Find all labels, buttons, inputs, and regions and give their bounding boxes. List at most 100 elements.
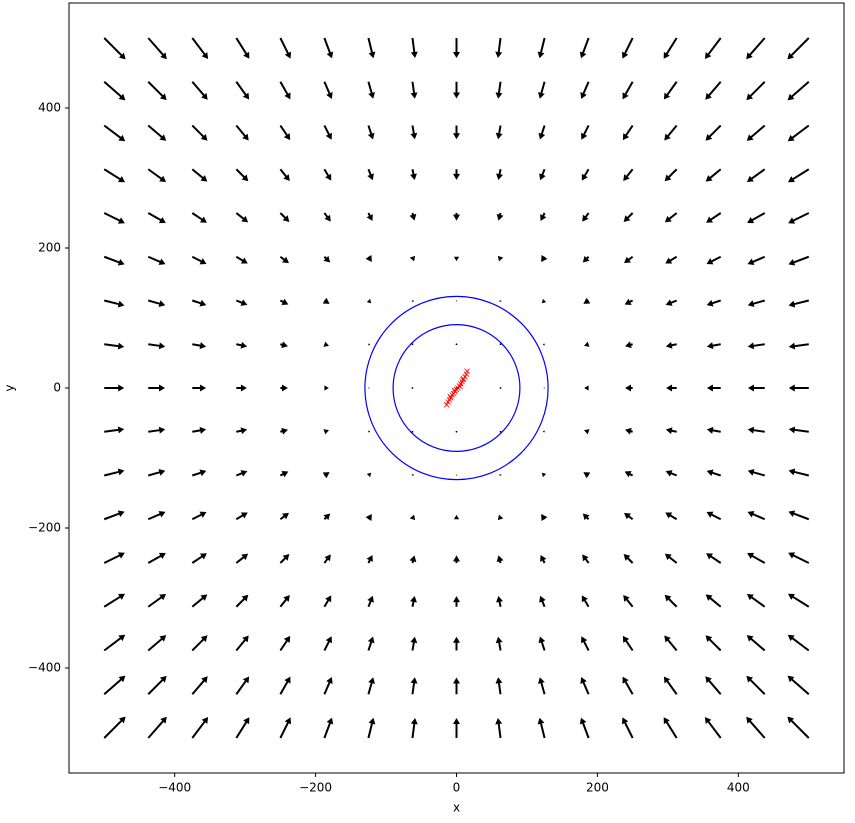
arrow — [537, 37, 546, 59]
arrow — [323, 255, 331, 263]
arrow — [543, 387, 545, 389]
arrow — [235, 594, 249, 608]
arrow — [236, 384, 247, 392]
arrow — [103, 675, 126, 695]
arrow — [191, 255, 207, 265]
arrow — [147, 511, 166, 521]
arrow — [411, 430, 414, 433]
arrow — [747, 342, 765, 350]
arrow — [410, 718, 418, 739]
arrow — [788, 468, 810, 477]
arrow — [581, 595, 590, 608]
arrow — [235, 212, 249, 223]
arrow — [496, 555, 504, 564]
arrow — [323, 717, 334, 739]
arrow — [236, 341, 248, 349]
arrow — [410, 37, 418, 58]
arrow — [411, 343, 414, 346]
arrow — [192, 426, 207, 434]
arrow — [367, 430, 371, 433]
arrow — [103, 212, 125, 224]
arrow — [747, 299, 766, 308]
arrow — [788, 510, 810, 521]
arrow — [410, 125, 418, 140]
arrow — [191, 511, 207, 521]
arrow — [787, 81, 810, 101]
arrow — [453, 718, 460, 738]
arrow — [788, 255, 810, 266]
arrow — [191, 124, 208, 141]
point — [464, 368, 470, 374]
arrow — [541, 298, 547, 304]
arrow — [279, 554, 290, 564]
arrow — [747, 511, 766, 521]
arrow — [366, 298, 372, 304]
arrow — [453, 169, 460, 180]
arrow — [664, 212, 678, 223]
arrow — [622, 81, 634, 100]
arrow — [706, 469, 722, 477]
arrow — [280, 384, 288, 392]
arrow — [665, 341, 677, 349]
arrow — [537, 717, 546, 739]
arrow — [103, 716, 126, 739]
arrow — [367, 343, 371, 346]
arrow — [235, 676, 250, 695]
arrow — [455, 343, 458, 346]
arrow — [453, 677, 460, 695]
arrow — [366, 472, 372, 478]
arrow — [147, 675, 167, 695]
arrow — [580, 677, 590, 695]
arrow — [665, 427, 677, 435]
arrow — [191, 635, 208, 652]
arrow — [705, 676, 722, 695]
arrow — [664, 168, 678, 182]
arrow — [539, 168, 546, 181]
arrow — [147, 212, 166, 224]
arrow — [499, 300, 502, 303]
arrow — [191, 37, 209, 59]
arrow — [279, 471, 289, 478]
arrow — [323, 595, 332, 608]
arrow — [323, 341, 329, 347]
arrow — [747, 552, 766, 564]
circle — [392, 323, 521, 453]
arrow — [495, 636, 503, 651]
arrow — [663, 676, 678, 695]
arrow — [147, 255, 166, 265]
arrow — [582, 554, 590, 564]
arrow — [453, 125, 460, 140]
arrow — [235, 512, 248, 521]
y-tick-label: 0 — [53, 381, 61, 395]
arrow — [191, 168, 208, 182]
arrow — [322, 472, 330, 479]
arrow — [706, 384, 721, 392]
arrow — [453, 514, 460, 520]
arrow — [495, 37, 503, 58]
arrow — [542, 430, 546, 433]
arrow — [582, 513, 590, 521]
arrow — [453, 555, 460, 563]
arrow — [496, 212, 504, 221]
arrow — [103, 37, 126, 60]
arrow — [665, 255, 678, 264]
arrow — [409, 555, 417, 564]
arrow — [787, 124, 810, 142]
arrow — [366, 555, 373, 564]
arrow — [621, 37, 634, 59]
arrow — [624, 298, 634, 305]
arrow — [323, 212, 331, 222]
arrow — [499, 387, 502, 389]
arrow — [103, 552, 125, 564]
arrow — [409, 255, 416, 262]
arrow — [235, 553, 249, 564]
arrow — [664, 594, 678, 608]
arrow — [540, 555, 547, 564]
arrow — [279, 168, 290, 182]
arrow — [323, 168, 332, 181]
arrow — [236, 427, 248, 435]
arrow — [235, 635, 249, 652]
arrow — [705, 81, 722, 100]
arrow — [705, 168, 722, 182]
arrow — [279, 81, 291, 100]
